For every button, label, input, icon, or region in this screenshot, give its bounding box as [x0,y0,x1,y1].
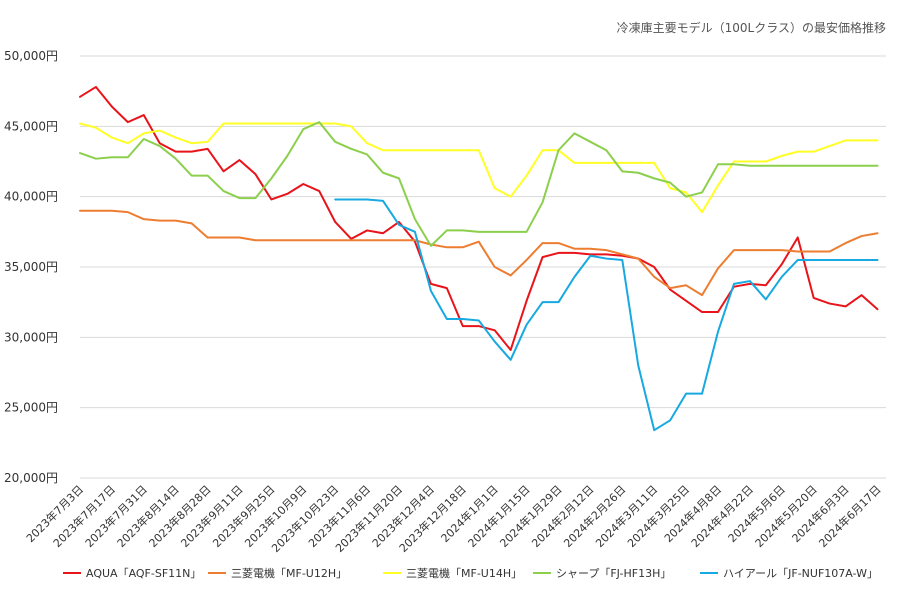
legend: AQUA「AQF-SF11N」 三菱電機「MF-U12H」 三菱電機「MF-U14H… [63,566,878,580]
legend-entry: AQUA「AQF-SF11N」 [86,567,201,580]
y-tick-label: 45,000円 [4,119,58,133]
legend-entry: シャープ「FJ-HF13H」 [556,567,671,580]
y-tick-label: 40,000円 [4,190,58,204]
y-tick-label: 50,000円 [4,49,58,63]
series-line [79,121,879,247]
y-tick-label: 20,000円 [4,471,58,485]
legend-entry: 三菱電機「MF-U14H」 [406,566,522,580]
legend-entry: 三菱電機「MF-U12H」 [231,566,347,580]
y-tick-label: 35,000円 [4,260,58,274]
y-tick-label: 25,000円 [4,401,58,415]
series-line [79,85,879,351]
x-axis-tick-labels: 2023年7月3日2023年7月17日2023年7月31日2023年8月14日2… [23,482,883,555]
series-line [79,209,879,297]
gridlines [80,55,886,479]
y-axis-tick-labels: 20,000円 25,000円 30,000円 35,000円 40,000円 45,00… [4,49,58,485]
legend-entry: ハイアール「JF-NUF107A-W」 [723,567,878,580]
series-line [334,198,879,432]
series-line [79,122,879,214]
series-lines [79,85,879,432]
y-tick-label: 30,000円 [4,330,58,344]
chart-title: 冷凍庫主要モデル（100Lクラス）の最安価格推移 [617,20,886,35]
